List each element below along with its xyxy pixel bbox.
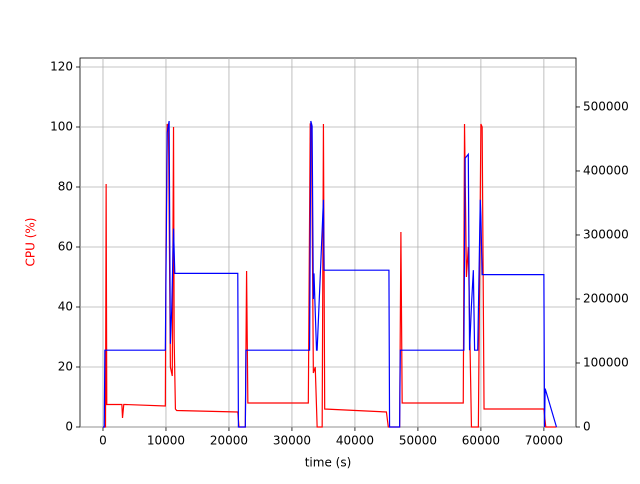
x-tick-label: 70000 [525,434,563,448]
x-tick-label: 0 [99,434,107,448]
data-line [102,123,557,428]
plot-frame [79,57,577,428]
y2-tick-label: 100000 [583,355,629,369]
data-line [102,120,558,428]
y2-tick-label: 500000 [583,99,629,113]
x-tick-label: 20000 [210,434,248,448]
y-tick-label: 40 [58,300,73,314]
x-tick-label: 60000 [462,434,500,448]
y2-tick-label: 400000 [583,163,629,177]
x-tick-label: 10000 [147,434,185,448]
y-tick-label: 100 [50,120,73,134]
y-tick-label: 120 [50,60,73,74]
x-tick-label: 50000 [399,434,437,448]
y2-tick-label: 200000 [583,291,629,305]
y-tick-label: 60 [58,240,73,254]
y-tick-label: 0 [65,420,73,434]
y-tick-label: 80 [58,180,73,194]
x-tick-label: 40000 [336,434,374,448]
y2-tick-label: 0 [583,420,591,434]
x-tick-label: 30000 [273,434,311,448]
y2-tick-label: 300000 [583,227,629,241]
x-axis-label: time (s) [305,456,352,470]
y-axis-label: CPU (%) [24,218,38,267]
y-tick-label: 20 [58,360,73,374]
